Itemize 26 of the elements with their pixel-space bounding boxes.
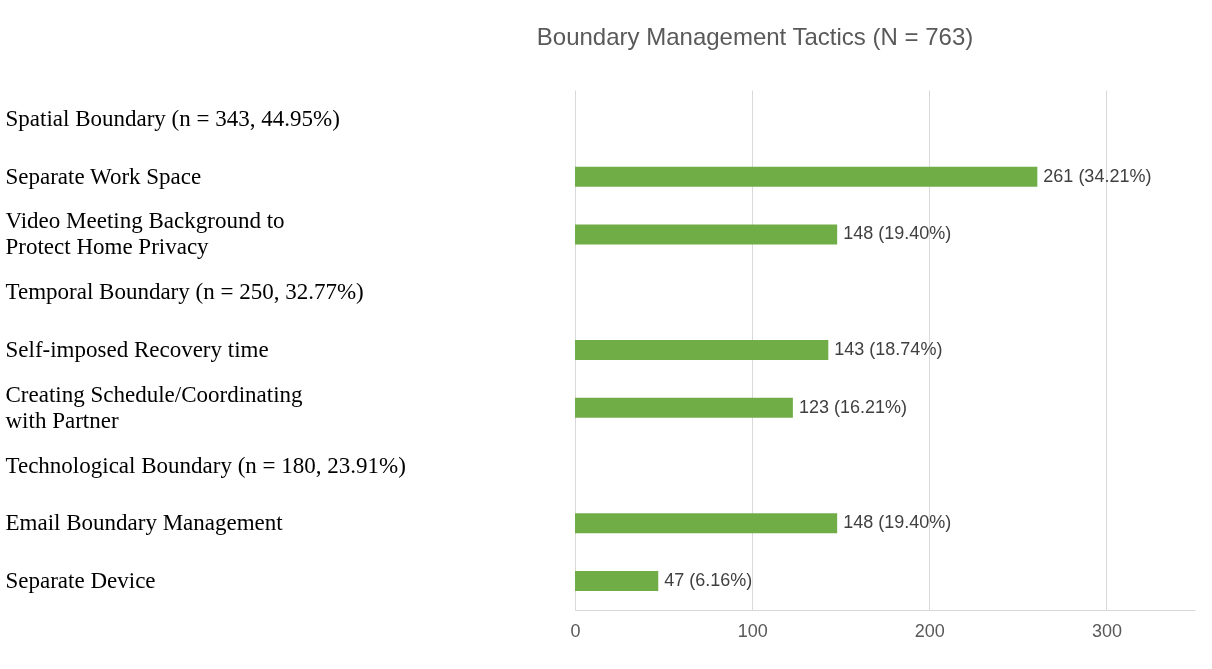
y-tick-label: Self-imposed Recovery time (5, 337, 269, 362)
bar (575, 166, 1038, 187)
data-label: 148 (19.40%) (843, 512, 952, 533)
x-tick-label: 100 (737, 620, 768, 641)
bar (575, 513, 838, 534)
y-tick-label: Creating Schedule/Coordinating with Partner (5, 381, 304, 433)
y-tick-label: Video Meeting Background to Protect Home Privacy (5, 208, 285, 260)
y-tick-label: Email Boundary Management (5, 510, 284, 536)
y-tick-label: Spatial Boundary (n = 343, 44.95%) (5, 105, 340, 131)
bar (575, 224, 838, 245)
x-tick-label: 0 (570, 620, 581, 641)
y-tick-label: Temporal Boundary (n = 250, 32.77%) (5, 279, 364, 305)
data-label: 148 (19.40%) (843, 223, 952, 244)
bar (575, 397, 793, 418)
data-label: 123 (16.21%) (798, 396, 907, 417)
y-tick-label: Separate Device (5, 568, 156, 594)
data-label: 47 (6.16%) (664, 570, 753, 591)
data-label: 143 (18.74%) (834, 339, 943, 359)
bar (575, 571, 659, 592)
x-tick-label: 300 (1091, 620, 1122, 641)
chart-title: Boundary Management Tactics (N = 763) (536, 23, 974, 50)
y-tick-label: Technological Boundary (n = 180, 23.91%) (5, 452, 406, 478)
data-label: 261 (34.21%) (1043, 165, 1152, 186)
y-tick-label: Separate Work Space (5, 163, 202, 189)
bar (575, 340, 829, 360)
x-tick-label: 200 (914, 620, 945, 641)
